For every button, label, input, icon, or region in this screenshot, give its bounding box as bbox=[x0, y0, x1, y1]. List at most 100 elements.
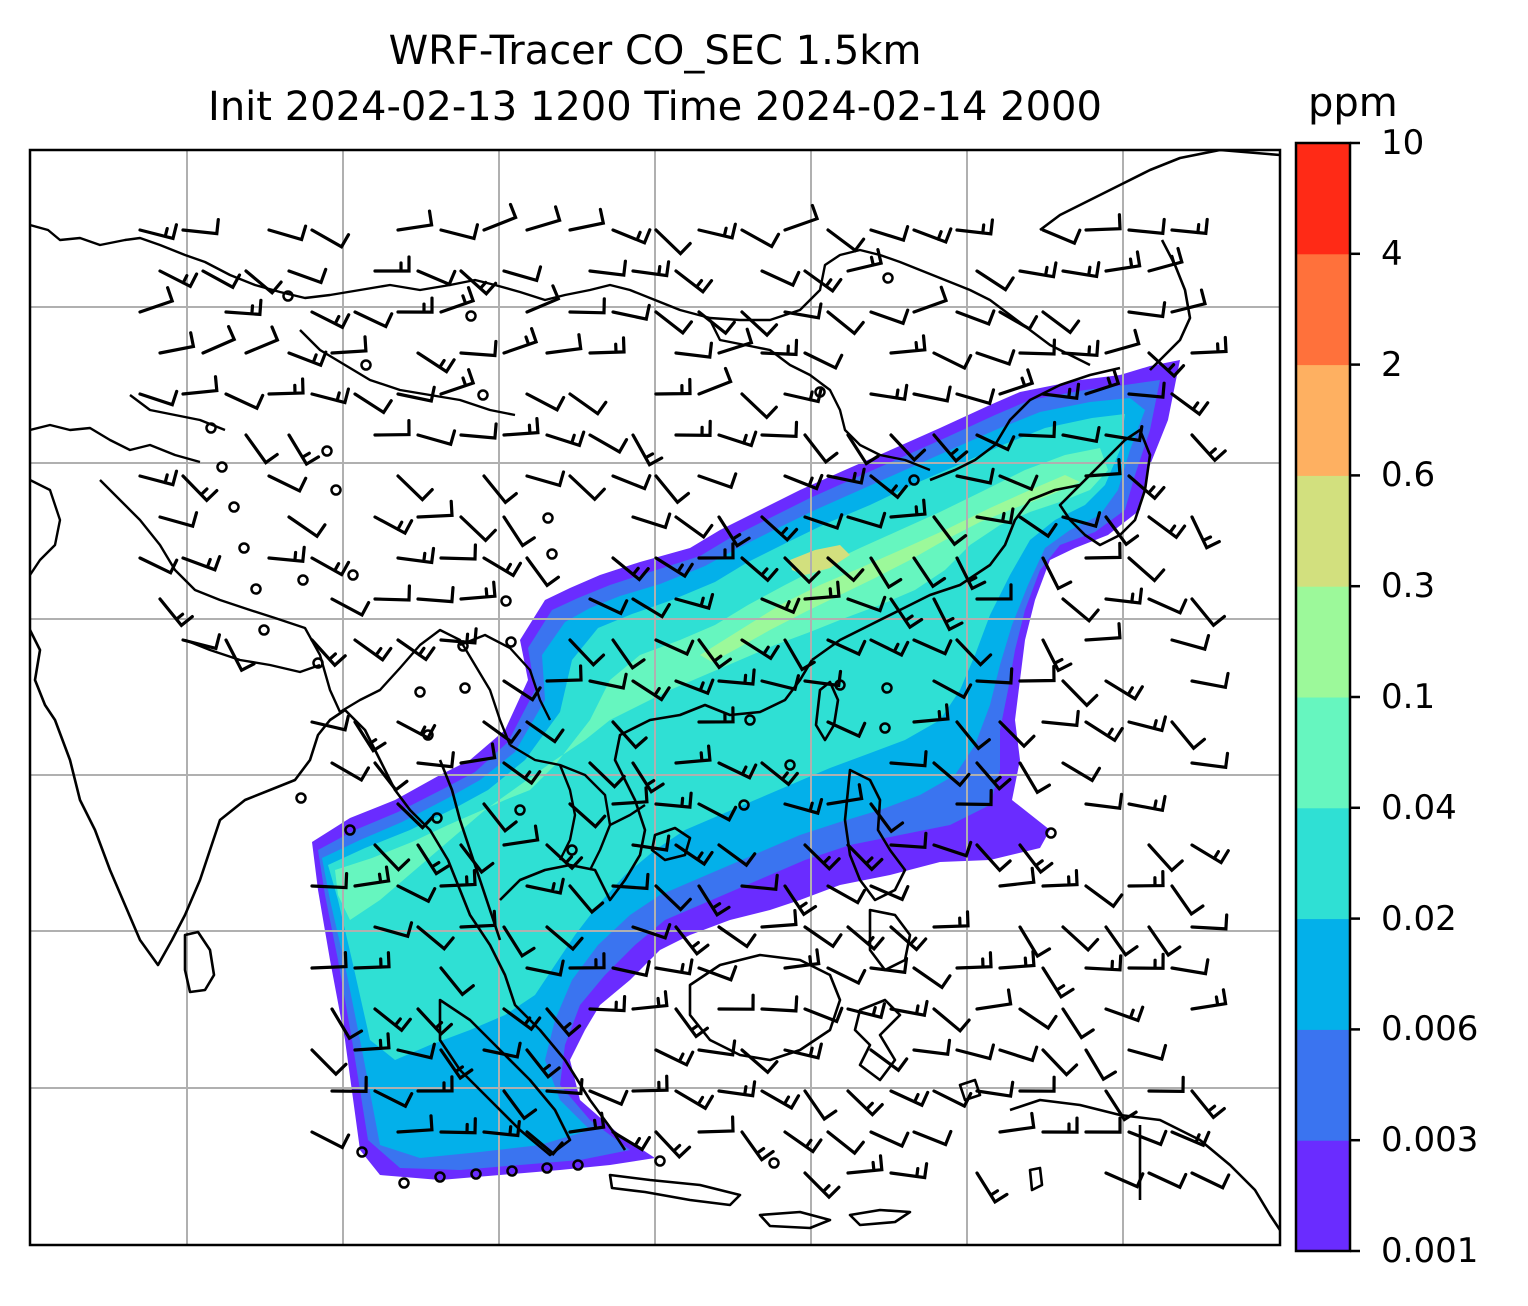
wind-barb bbox=[1041, 310, 1081, 335]
wind-barb bbox=[588, 995, 627, 1013]
wind-barb bbox=[1190, 1089, 1226, 1120]
wind-barb bbox=[975, 433, 1016, 452]
calm-wind-circle bbox=[356, 1146, 368, 1158]
wind-barb bbox=[1104, 328, 1141, 355]
wind-barb bbox=[717, 327, 754, 355]
wind-barb bbox=[760, 909, 798, 929]
wind-barb bbox=[932, 433, 969, 464]
wind-barb bbox=[439, 1117, 477, 1135]
wind-barb bbox=[396, 474, 434, 502]
wind-barb bbox=[525, 959, 565, 977]
wind-barb bbox=[1018, 664, 1056, 683]
wind-barb bbox=[525, 1048, 561, 1079]
wind-barb bbox=[482, 556, 522, 578]
wind-barb bbox=[1127, 381, 1166, 399]
wind-barb bbox=[588, 1089, 629, 1107]
wind-barb bbox=[310, 310, 351, 330]
calm-wind-circle bbox=[784, 759, 796, 771]
wind-barb bbox=[287, 267, 328, 285]
wind-barb bbox=[1041, 1116, 1079, 1134]
wind-barb bbox=[353, 951, 391, 970]
calm-wind-circle bbox=[834, 679, 846, 691]
wind-barb bbox=[955, 788, 993, 807]
wind-barb bbox=[869, 956, 909, 975]
wind-barb bbox=[654, 638, 695, 657]
wind-barb bbox=[267, 545, 306, 563]
wind-barb bbox=[760, 1089, 801, 1111]
wind-barb bbox=[1104, 1005, 1145, 1023]
wind-barb bbox=[674, 593, 715, 611]
calm-wind-circle bbox=[514, 804, 526, 816]
wind-barb bbox=[826, 228, 866, 253]
wind-barb bbox=[1170, 288, 1207, 314]
calm-wind-circle bbox=[360, 359, 372, 371]
wind-barb bbox=[1170, 634, 1211, 652]
wind-barb bbox=[674, 678, 715, 696]
calm-wind-circle bbox=[431, 812, 443, 824]
wind-barb bbox=[568, 474, 606, 502]
wind-barb bbox=[181, 218, 220, 236]
wind-barb bbox=[396, 209, 434, 232]
wind-barb bbox=[783, 556, 821, 585]
colorbar-tick-label: 0.6 bbox=[1381, 455, 1436, 496]
wind-barb bbox=[525, 392, 566, 412]
colorbar-bin bbox=[1296, 143, 1350, 255]
wind-barb bbox=[396, 546, 436, 565]
wind-barb bbox=[955, 638, 993, 667]
wind-barb bbox=[416, 1007, 453, 1037]
wind-barb bbox=[396, 720, 437, 741]
calm-wind-circle bbox=[321, 445, 333, 457]
wind-barb bbox=[482, 1120, 521, 1138]
wind-barb bbox=[545, 1078, 584, 1096]
calm-wind-circle bbox=[422, 729, 434, 741]
calm-wind-circle bbox=[312, 657, 324, 669]
wind-barb bbox=[525, 205, 562, 232]
wind-barb bbox=[611, 303, 651, 321]
colorbar-tick-label: 4 bbox=[1381, 233, 1403, 274]
wind-barb bbox=[674, 925, 710, 957]
calm-wind-circle bbox=[258, 624, 270, 636]
wind-barb bbox=[654, 377, 692, 396]
wind-barb bbox=[1104, 1089, 1138, 1122]
wind-barb bbox=[654, 228, 692, 256]
wind-barb bbox=[287, 433, 321, 467]
wind-barb bbox=[330, 597, 371, 618]
calm-wind-circle bbox=[216, 461, 228, 473]
wind-barb bbox=[826, 467, 866, 485]
wind-barb bbox=[654, 958, 694, 976]
wind-barb bbox=[373, 419, 411, 437]
wind-barb bbox=[588, 672, 628, 690]
calm-wind-circle bbox=[882, 272, 894, 284]
colorbar-bin bbox=[1296, 807, 1350, 920]
wind-barb bbox=[846, 1154, 884, 1175]
wind-barb bbox=[975, 349, 1016, 367]
calm-wind-circle bbox=[814, 386, 826, 398]
wind-barb bbox=[1061, 761, 1101, 783]
calm-wind-circle bbox=[572, 1159, 584, 1171]
colorbar-bin bbox=[1296, 586, 1350, 698]
wind-barb bbox=[525, 284, 561, 314]
wind-barb bbox=[1084, 458, 1122, 478]
wind-barb bbox=[310, 714, 350, 732]
wind-barb bbox=[674, 1089, 714, 1111]
wind-barb bbox=[224, 638, 256, 673]
wind-barb bbox=[1084, 884, 1124, 909]
calm-wind-circle bbox=[250, 583, 262, 595]
wind-barb bbox=[1190, 433, 1227, 463]
wind-barb bbox=[697, 472, 738, 490]
calm-wind-circle bbox=[654, 1155, 666, 1167]
wind-barb bbox=[955, 388, 996, 406]
wind-barb bbox=[975, 507, 1015, 525]
wind-barb bbox=[740, 638, 780, 661]
wind-barb bbox=[674, 843, 714, 867]
wind-barb bbox=[1127, 556, 1166, 583]
wind-barb bbox=[631, 433, 664, 467]
colorbar-tick-label: 0.02 bbox=[1381, 898, 1457, 939]
wind-barb bbox=[611, 474, 652, 491]
wind-barb bbox=[439, 966, 475, 997]
wind-barb bbox=[1104, 587, 1143, 605]
wind-barb bbox=[826, 310, 865, 336]
wind-barb bbox=[975, 1171, 1009, 1205]
wind-barb bbox=[803, 669, 843, 688]
wind-barb bbox=[353, 310, 394, 329]
